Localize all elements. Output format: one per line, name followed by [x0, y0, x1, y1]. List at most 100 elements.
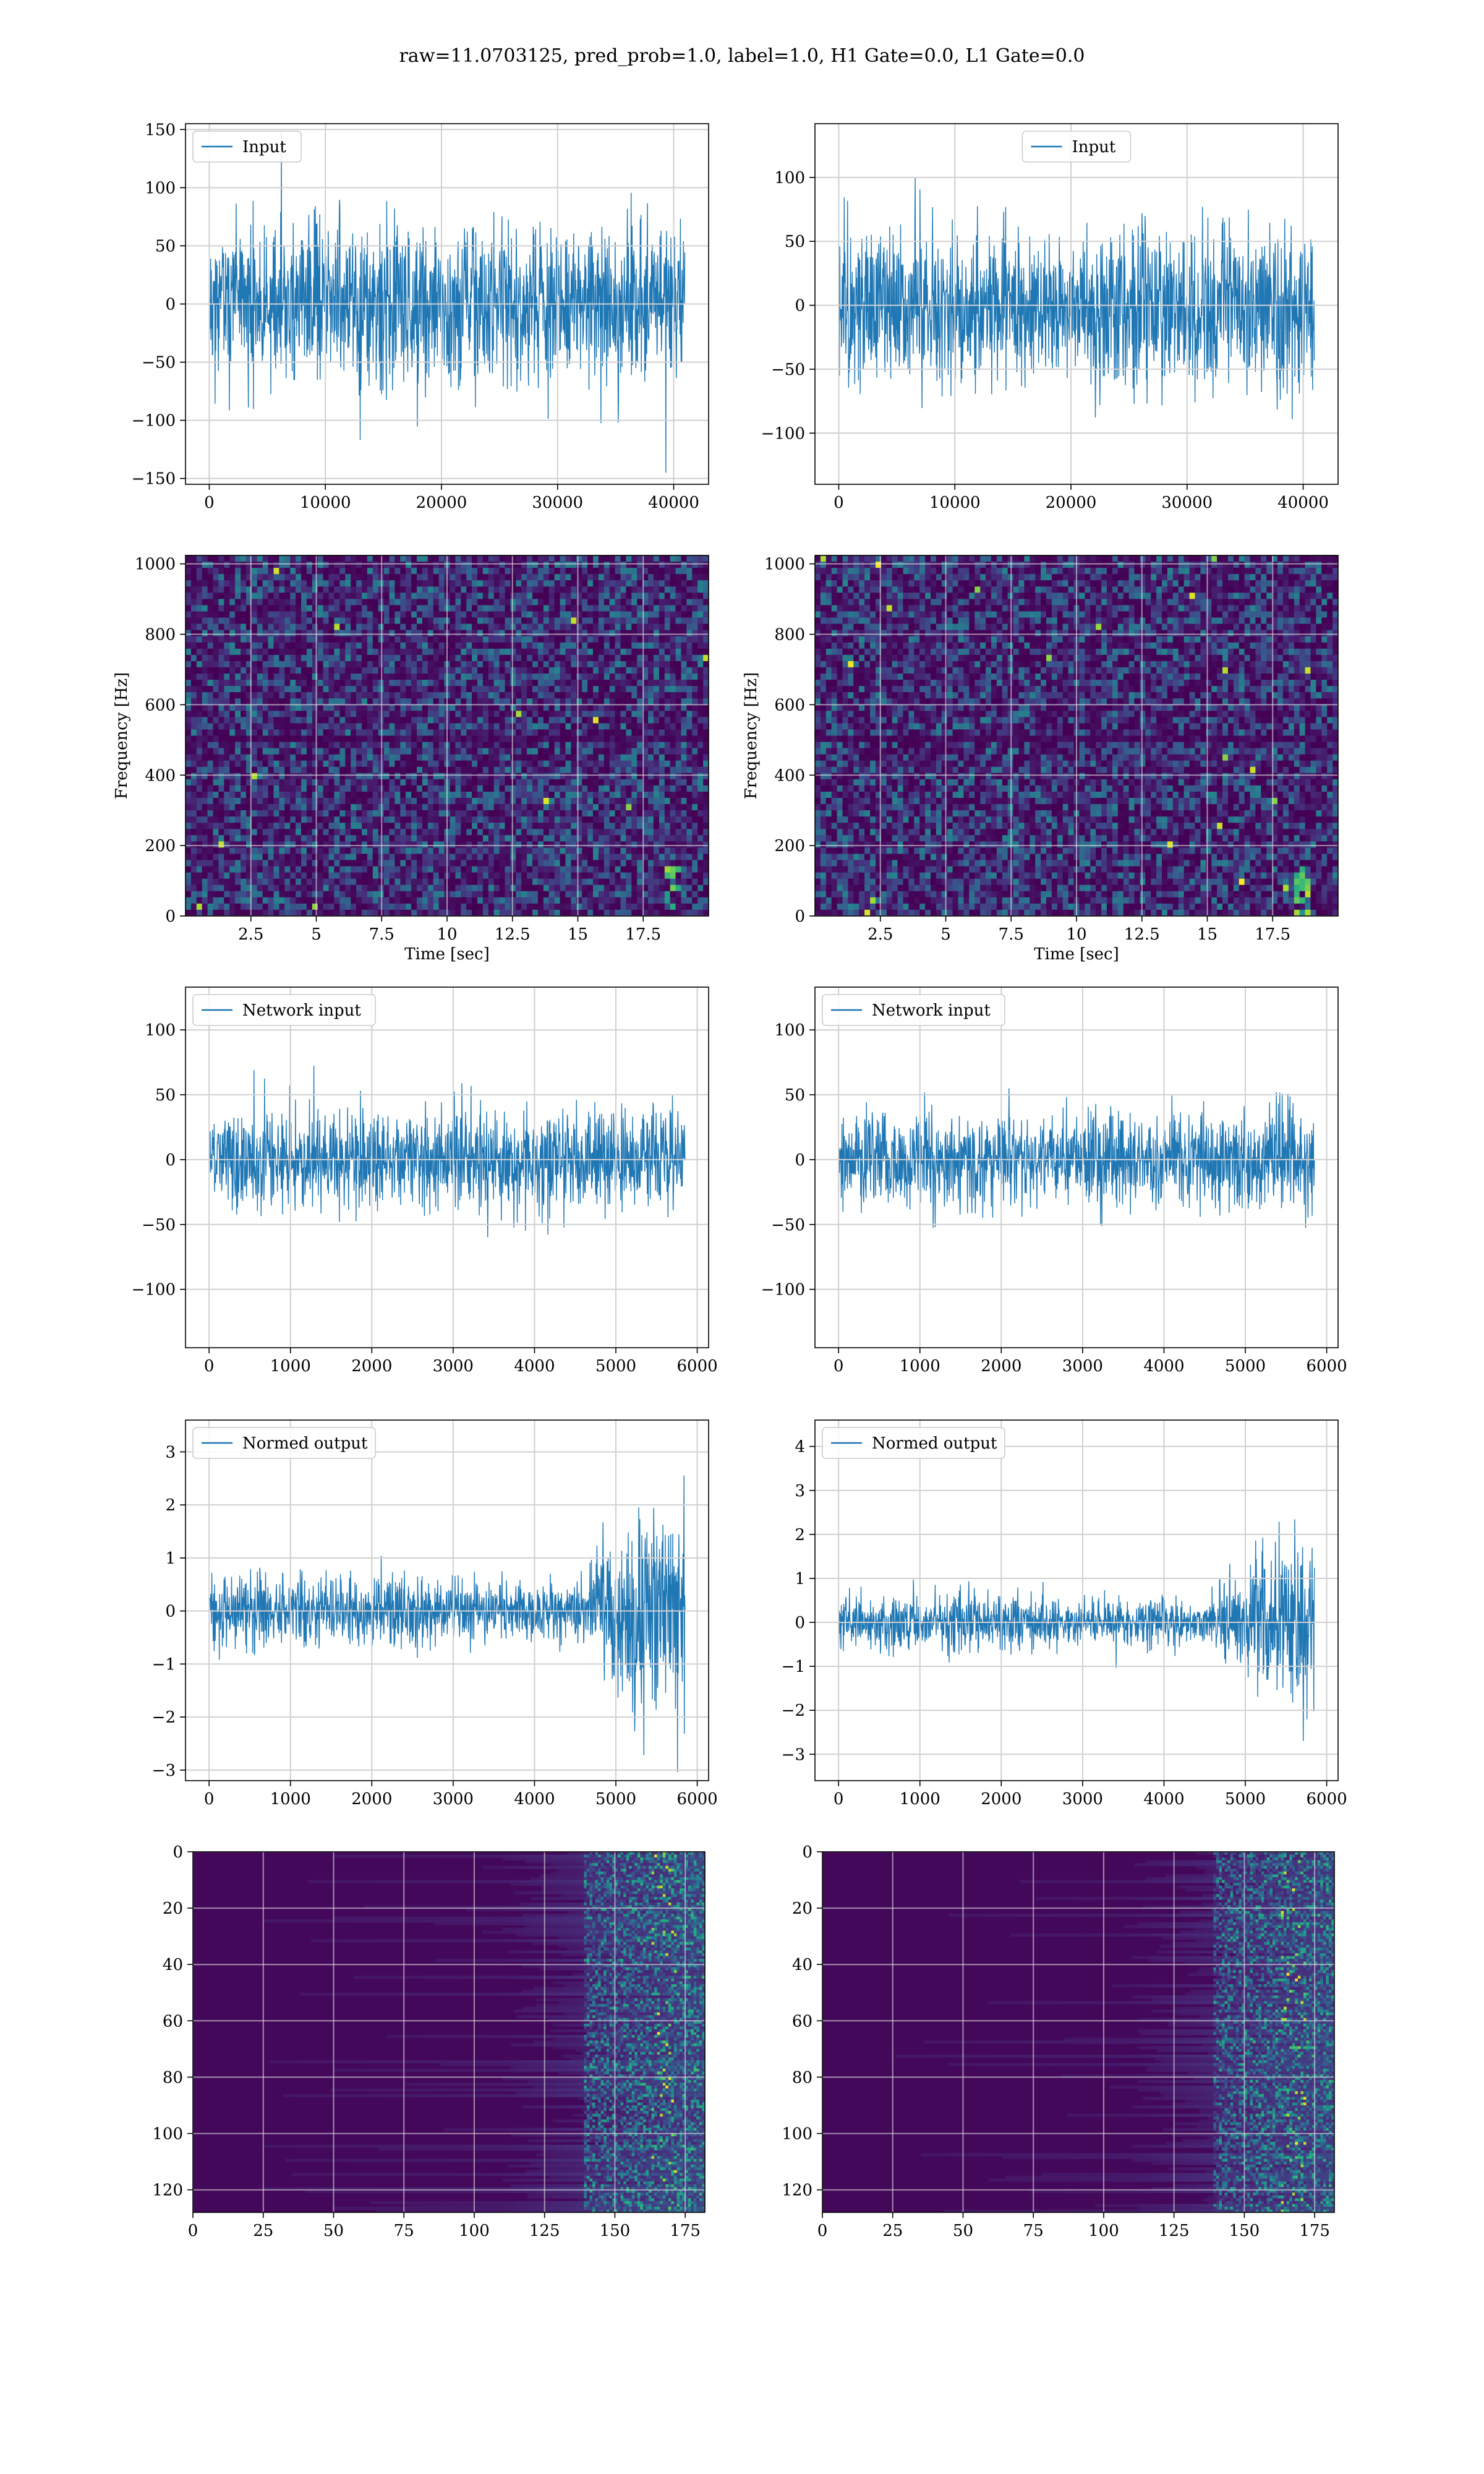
x-tick-label: 50 [953, 2222, 973, 2240]
x-tick-label: 4000 [514, 1357, 555, 1376]
x-tick-label: 1000 [270, 1790, 311, 1808]
y-tick-label: 60 [163, 2012, 183, 2031]
subplot-normed-output-l1: 0 1000 2000 3000 4000 5000 6000 −3 −2 −1 0 1 2 3 4 Norm… [782, 1419, 1347, 1808]
x-tick-label: 6000 [676, 1790, 717, 1808]
x-tick-label: 1000 [270, 1357, 311, 1376]
x-tick-label: 0 [834, 1357, 844, 1376]
y-tick-label: 200 [774, 837, 805, 855]
y-axis-label: Frequency [Hz] [113, 672, 131, 800]
x-tick-label: 20000 [1046, 494, 1097, 512]
y-tick-label: 40 [163, 1956, 183, 1974]
x-tick-label: 125 [1159, 2222, 1190, 2240]
subplot-feature-map-h1: 0 25 50 75 100 125 150 175 0 20 40 60 80 100 120 [152, 1843, 706, 2240]
y-tick-label: 50 [155, 1086, 176, 1105]
legend-netin_h1: Network input [192, 994, 376, 1026]
y-tick-label: 100 [774, 1021, 805, 1040]
y-tick-label: −100 [132, 1281, 176, 1299]
y-tick-label: 0 [165, 1603, 176, 1621]
y-tick-label: 800 [145, 626, 176, 644]
x-tick-label: 2.5 [238, 925, 263, 944]
y-tick-label: 2 [795, 1526, 805, 1544]
x-tick-label: 2000 [351, 1790, 392, 1808]
x-tick-label: 10 [1066, 925, 1086, 944]
y-tick-label: 2 [165, 1496, 176, 1515]
x-tick-label: 4000 [1143, 1357, 1184, 1376]
series-line-input_h1 [208, 132, 686, 473]
x-tick-label: 15 [568, 925, 588, 944]
x-tick-label: 40000 [648, 494, 699, 512]
y-tick-label: 100 [782, 2125, 812, 2143]
x-tick-label: 0 [817, 2222, 828, 2240]
x-tick-label: 75 [1023, 2222, 1044, 2240]
y-tick-label: 0 [165, 296, 176, 314]
y-tick-label: 50 [785, 233, 805, 251]
y-tick-label: 100 [152, 2125, 183, 2143]
y-tick-label: −3 [782, 1745, 805, 1764]
x-tick-label: 5 [940, 925, 951, 944]
x-tick-label: 4000 [1143, 1790, 1184, 1808]
x-tick-label: 30000 [1161, 494, 1213, 512]
y-tick-label: 3 [795, 1482, 805, 1500]
y-tick-label: −150 [132, 470, 176, 489]
series-line-netin_l1 [838, 1088, 1315, 1228]
y-tick-label: 600 [774, 696, 805, 714]
y-tick-label: 1000 [764, 555, 805, 574]
x-tick-label: 1000 [900, 1357, 940, 1376]
x-tick-label: 0 [188, 2222, 198, 2240]
grid-input_h1 [186, 124, 709, 484]
axes-frame-normed_h1 [185, 1419, 709, 1781]
x-tick-label: 0 [204, 1790, 215, 1808]
y-tick-label: 50 [785, 1086, 805, 1105]
grid-netin_l1 [815, 987, 1338, 1348]
x-axis-label: Time [sec] [404, 945, 490, 964]
x-tick-label: 100 [459, 2222, 490, 2240]
subplot-input-h1: 0 10000 20000 30000 40000 −150 −100 −50 0 50 100 15… [132, 121, 709, 512]
x-tick-label: 0 [204, 494, 215, 512]
axes-frame-normed_l1 [814, 1419, 1339, 1781]
y-tick-label: 0 [173, 1843, 183, 1862]
y-tick-label: −100 [132, 412, 176, 430]
y-tick-label: 0 [165, 1151, 176, 1170]
x-tick-label: 5 [311, 925, 322, 944]
y-tick-label: 0 [802, 1843, 812, 1862]
subplot-network-input-l1: 0 1000 2000 3000 4000 5000 6000 −100 −50 0 50 100 Ne… [761, 987, 1347, 1376]
x-tick-label: 10000 [929, 494, 981, 512]
y-tick-label: 400 [774, 766, 805, 785]
legend-label: Network input [872, 1001, 991, 1020]
y-tick-label: 80 [163, 2068, 183, 2087]
x-tick-label: 125 [529, 2222, 560, 2240]
y-axis-label: Frequency [Hz] [742, 672, 761, 800]
legend-label: Normed output [242, 1434, 368, 1453]
grid-feat_h1 [192, 1851, 705, 2212]
y-tick-label: 150 [145, 121, 176, 139]
legend-input_h1: Input [192, 131, 302, 163]
x-tick-label: 17.5 [1255, 925, 1290, 944]
y-tick-label: −50 [142, 354, 176, 372]
axes-frame-netin_l1 [814, 987, 1339, 1348]
axes-frame-netin_h1 [185, 987, 709, 1348]
y-tick-label: −100 [761, 1281, 805, 1299]
legend-normed_l1: Normed output [822, 1427, 1005, 1459]
x-tick-label: 3000 [1062, 1357, 1103, 1376]
grid-normed_l1 [815, 1420, 1338, 1781]
y-tick-label: 200 [145, 837, 176, 855]
x-tick-label: 15 [1197, 925, 1217, 944]
series-line-input_l1 [838, 177, 1315, 419]
y-tick-label: 1 [795, 1570, 805, 1588]
x-tick-label: 10000 [300, 494, 351, 512]
figure-title: raw=11.0703125, pred_prob=1.0, label=1.0… [399, 45, 1085, 67]
y-tick-label: 600 [145, 696, 176, 714]
x-tick-label: 7.5 [369, 925, 394, 944]
x-tick-label: 3000 [433, 1790, 474, 1808]
x-tick-label: 2000 [981, 1357, 1021, 1376]
y-tick-label: 0 [165, 907, 176, 926]
x-tick-label: 6000 [676, 1357, 717, 1376]
x-axis-label: Time [sec] [1034, 945, 1119, 964]
heatmap-cells-feat_l1 [822, 1852, 1334, 2212]
y-tick-label: −3 [152, 1761, 176, 1780]
x-tick-label: 12.5 [495, 925, 531, 944]
y-tick-label: 100 [145, 179, 176, 197]
x-tick-label: 5000 [1225, 1790, 1266, 1808]
y-tick-label: 40 [792, 1956, 812, 1974]
series-line-normed_l1 [838, 1519, 1315, 1741]
